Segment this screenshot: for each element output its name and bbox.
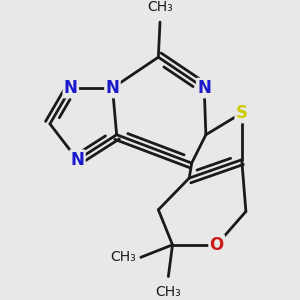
- Text: CH₃: CH₃: [155, 285, 181, 299]
- Text: N: N: [106, 79, 119, 97]
- Text: CH₃: CH₃: [147, 0, 173, 14]
- Text: N: N: [70, 151, 84, 169]
- Text: N: N: [64, 79, 78, 97]
- Text: N: N: [197, 79, 211, 97]
- Text: O: O: [210, 236, 224, 254]
- Text: CH₃: CH₃: [110, 250, 136, 264]
- Text: S: S: [236, 104, 248, 122]
